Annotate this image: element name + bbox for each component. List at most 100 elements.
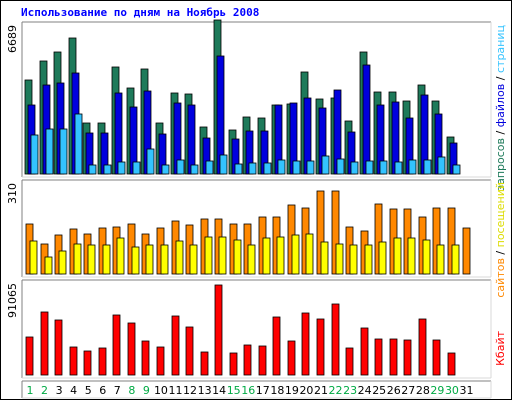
legend-files-label: файлов: [494, 84, 507, 128]
bar-traffic-Кбайт-day-17: [258, 345, 267, 376]
day-label-30: 30: [445, 384, 459, 397]
day-label-4: 4: [70, 384, 77, 397]
bar-requests-страниц-day-30: [452, 164, 461, 175]
bar-traffic-Кбайт-day-29: [432, 339, 441, 376]
bar-traffic-Кбайт-day-1: [25, 336, 34, 376]
panel-traffic: 91065: [6, 279, 492, 379]
day-label-1: 1: [27, 384, 34, 397]
bar-sites-посещений-day-7: [116, 237, 125, 275]
legend-separator: /: [494, 73, 507, 84]
day-label-21: 21: [314, 384, 328, 397]
bar-requests-страниц-day-6: [103, 164, 112, 175]
scale-max-requests: 6689: [6, 25, 19, 53]
bar-requests-страниц-day-23: [350, 161, 359, 175]
bar-sites-посещений-day-5: [87, 244, 96, 275]
day-label-19: 19: [285, 384, 299, 397]
bar-requests-страниц-day-22: [336, 158, 345, 175]
day-label-6: 6: [99, 384, 106, 397]
bar-requests-страниц-day-17: [263, 162, 272, 175]
bar-requests-страниц-day-29: [437, 156, 446, 175]
legend-sites-label: сайтов: [494, 258, 507, 298]
bar-sites-посещений-day-29: [436, 244, 445, 275]
legend-requests-panel: запросов / файлов / страниц: [494, 25, 507, 191]
bar-traffic-Кбайт-day-10: [156, 346, 165, 376]
day-label-8: 8: [128, 384, 135, 397]
bar-requests-страниц-day-14: [219, 154, 228, 175]
legend-visits-label: посещений: [494, 182, 507, 247]
legend-separator: /: [494, 247, 507, 258]
bar-sites-сайтов-day-21: [316, 190, 325, 275]
bar-sites-посещений-day-26: [393, 237, 402, 275]
scale-max-traffic: 91065: [6, 283, 19, 318]
bar-traffic-Кбайт-day-3: [54, 319, 63, 376]
bar-requests-страниц-day-16: [248, 162, 257, 175]
bar-requests-страниц-day-21: [321, 155, 330, 175]
legend-traffic-panel: Кбайт: [494, 330, 507, 365]
legend-kbytes-label: Кбайт: [494, 330, 507, 365]
bar-sites-посещений-day-24: [364, 244, 373, 275]
bar-traffic-Кбайт-day-23: [345, 347, 354, 376]
bar-requests-страниц-day-13: [205, 160, 214, 175]
bar-sites-посещений-day-4: [73, 243, 82, 275]
bar-traffic-Кбайт-day-24: [360, 327, 369, 376]
bar-requests-файлов-day-12: [187, 104, 196, 175]
bar-traffic-Кбайт-day-28: [418, 318, 427, 376]
day-label-11: 11: [169, 384, 183, 397]
bar-sites-сайтов-day-30: [447, 207, 456, 275]
bar-sites-посещений-day-21: [320, 241, 329, 275]
day-label-12: 12: [183, 384, 197, 397]
day-label-20: 20: [299, 384, 313, 397]
day-label-15: 15: [227, 384, 241, 397]
bar-sites-сайтов-day-31: [462, 227, 471, 275]
bar-sites-сайтов-day-25: [374, 203, 383, 275]
bar-sites-посещений-day-23: [349, 244, 358, 275]
bar-sites-посещений-day-10: [160, 244, 169, 275]
day-label-17: 17: [256, 384, 270, 397]
bar-requests-страниц-day-2: [45, 128, 54, 175]
bar-requests-страниц-day-3: [59, 128, 68, 175]
bar-traffic-Кбайт-day-6: [98, 347, 107, 376]
bar-traffic-Кбайт-day-22: [331, 303, 340, 376]
day-label-22: 22: [329, 384, 343, 397]
chart-title: Использование по дням на Ноябрь 2008: [21, 6, 259, 19]
day-label-28: 28: [416, 384, 430, 397]
bar-requests-страниц-day-20: [306, 160, 315, 175]
bar-requests-страниц-day-5: [88, 164, 97, 175]
day-label-16: 16: [241, 384, 255, 397]
legend-pages-label: страниц: [494, 25, 507, 73]
day-label-25: 25: [372, 384, 386, 397]
day-label-24: 24: [358, 384, 372, 397]
bar-traffic-Кбайт-day-9: [141, 340, 150, 376]
bar-sites-посещений-day-11: [175, 240, 184, 275]
bar-sites-посещений-day-13: [204, 236, 213, 275]
bar-sites-посещений-day-8: [131, 246, 140, 275]
bar-sites-посещений-day-16: [247, 244, 256, 275]
bar-traffic-Кбайт-day-18: [272, 316, 281, 376]
bar-sites-посещений-day-20: [305, 233, 314, 275]
bar-requests-страниц-day-24: [365, 160, 374, 175]
bar-traffic-Кбайт-day-15: [229, 352, 238, 376]
bar-traffic-Кбайт-day-13: [200, 351, 209, 376]
day-axis-frame: [21, 380, 492, 399]
day-label-9: 9: [143, 384, 150, 397]
bar-sites-посещений-day-25: [378, 241, 387, 275]
bar-traffic-Кбайт-day-26: [389, 338, 398, 376]
panel-requests: 6689: [6, 19, 492, 178]
day-label-5: 5: [85, 384, 92, 397]
bar-sites-посещений-day-15: [233, 239, 242, 275]
bar-traffic-Кбайт-day-25: [374, 338, 383, 376]
bar-requests-страниц-day-7: [117, 161, 126, 175]
bar-requests-страниц-day-28: [423, 159, 432, 175]
day-label-18: 18: [270, 384, 284, 397]
bar-sites-посещений-day-9: [145, 244, 154, 275]
bar-sites-посещений-day-1: [29, 240, 38, 275]
bar-sites-посещений-day-22: [335, 243, 344, 275]
day-label-26: 26: [387, 384, 401, 397]
bar-traffic-Кбайт-day-19: [287, 340, 296, 376]
bar-sites-сайтов-day-29: [432, 207, 441, 275]
bar-traffic-Кбайт-day-20: [301, 312, 310, 376]
day-label-2: 2: [41, 384, 48, 397]
bar-traffic-Кбайт-day-4: [69, 346, 78, 376]
